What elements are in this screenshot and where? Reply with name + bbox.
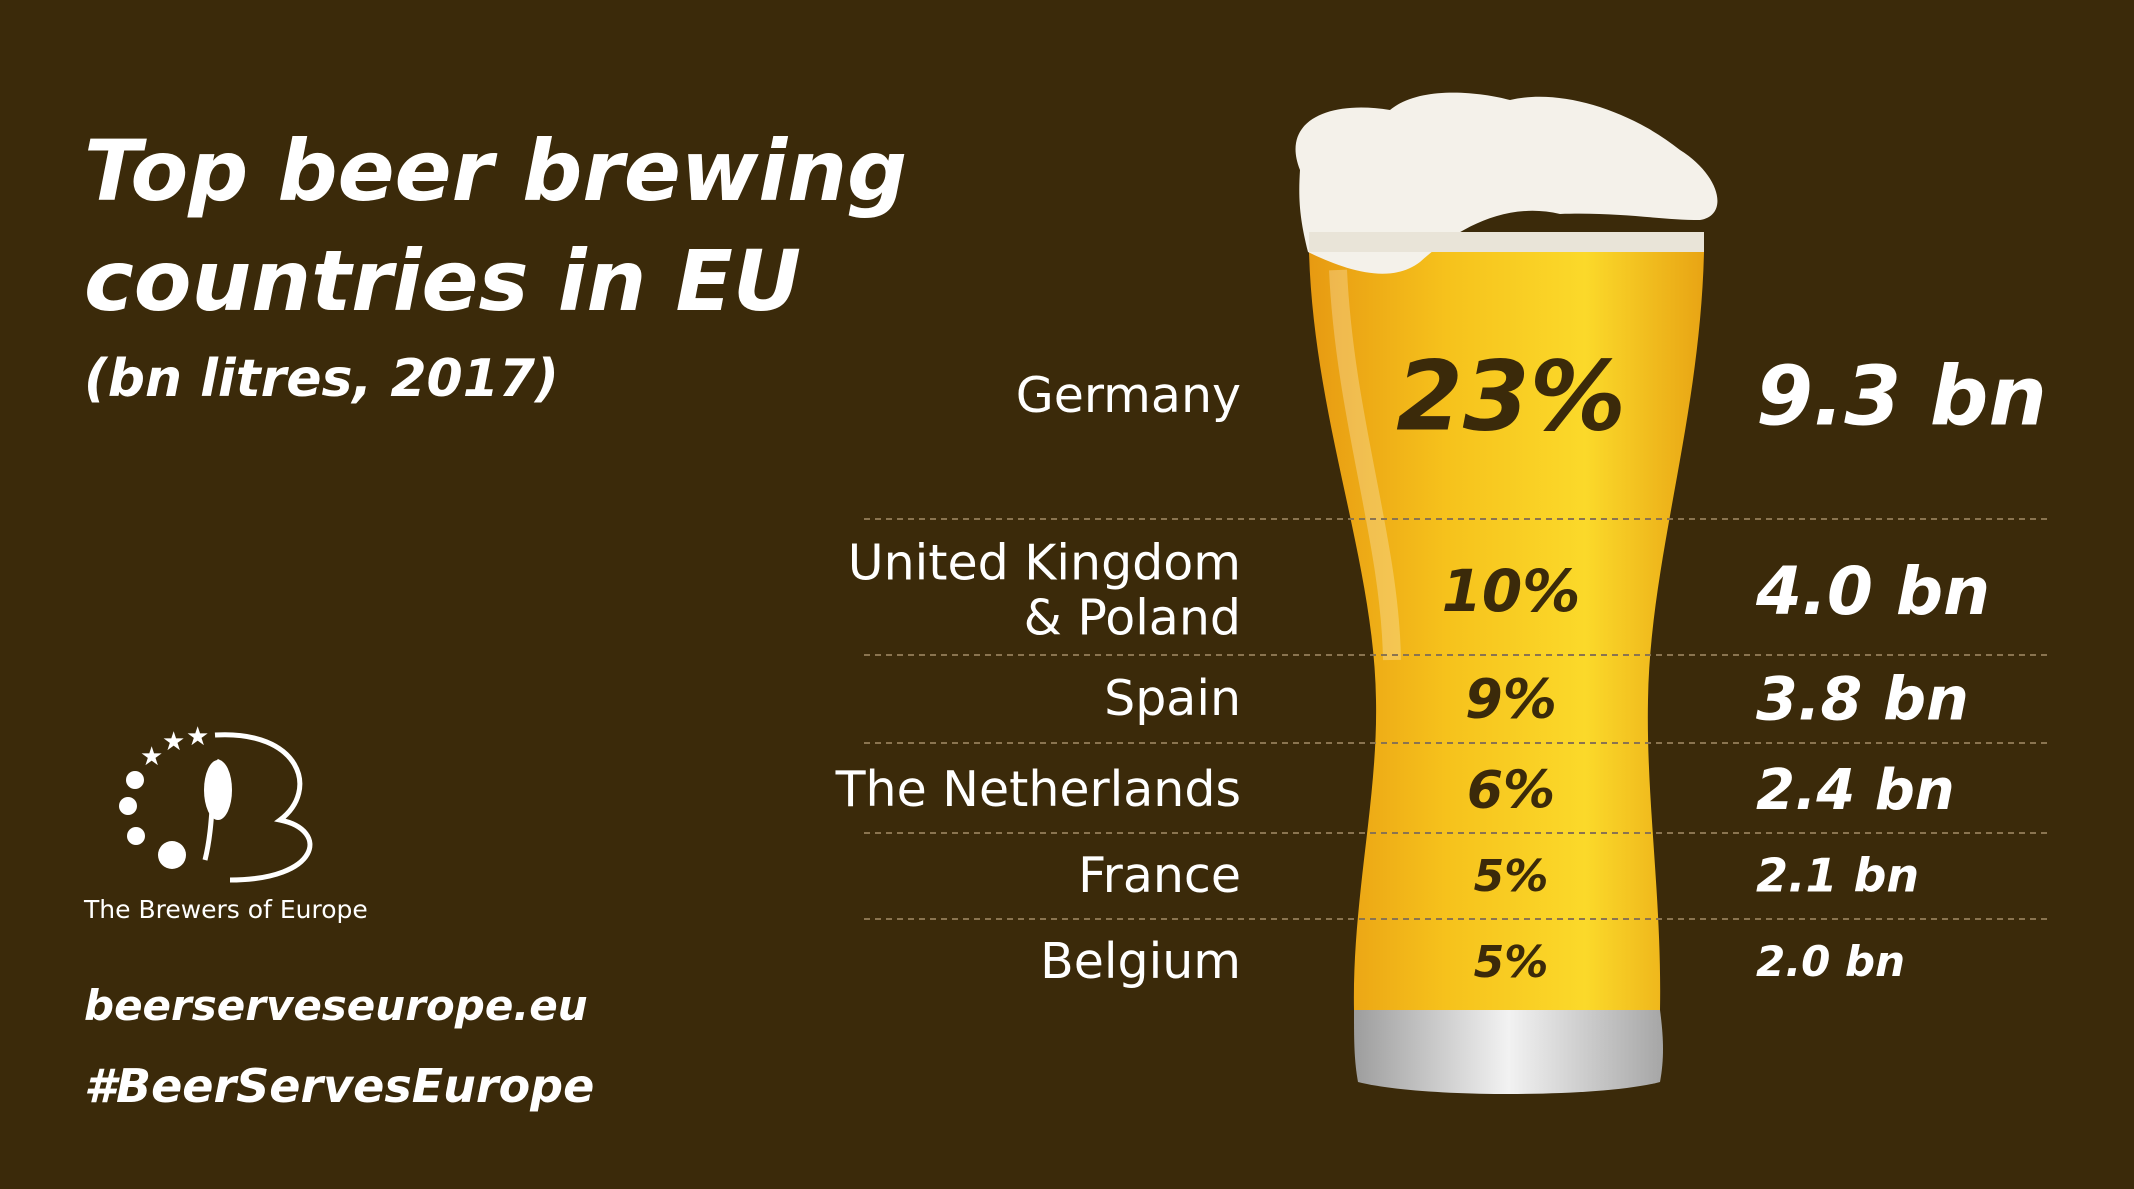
beer-glass bbox=[1295, 92, 1718, 1094]
brewers-logo: ★ ★ ★ bbox=[119, 722, 313, 883]
volume: 3.8 bn bbox=[1756, 665, 1969, 735]
share: 5% bbox=[1474, 937, 1549, 988]
volume: 2.1 bn bbox=[1756, 849, 1919, 903]
title-line: countries in EU bbox=[84, 232, 801, 330]
share: 6% bbox=[1467, 761, 1555, 821]
svg-text:★: ★ bbox=[162, 727, 185, 757]
share: 9% bbox=[1465, 667, 1557, 730]
share: 5% bbox=[1474, 851, 1549, 902]
svg-text:★: ★ bbox=[140, 742, 163, 772]
country-name: Spain bbox=[1104, 670, 1241, 727]
share: 10% bbox=[1442, 557, 1581, 625]
volume: 4.0 bn bbox=[1755, 553, 1990, 630]
website: beerserveseurope.eu bbox=[84, 981, 588, 1030]
country-name: & Poland bbox=[1024, 590, 1241, 647]
volume: 9.3 bn bbox=[1756, 350, 2047, 445]
rows: Germany 23% 9.3 bn United Kingdom& Poland 10… bbox=[835, 341, 2048, 990]
country-name: United Kingdom bbox=[848, 535, 1241, 592]
share: 23% bbox=[1396, 341, 1626, 453]
country-name: Germany bbox=[1016, 367, 1241, 424]
svg-text:★: ★ bbox=[186, 722, 209, 752]
subtitle: (bn litres, 2017) bbox=[84, 349, 559, 409]
hashtag: #BeerServesEurope bbox=[84, 1059, 594, 1113]
logo-caption: The Brewers of Europe bbox=[83, 895, 368, 924]
country-name: Belgium bbox=[1040, 933, 1241, 990]
volume: 2.0 bn bbox=[1756, 937, 1905, 986]
volume: 2.4 bn bbox=[1756, 758, 1955, 823]
country-name: France bbox=[1078, 847, 1241, 904]
country-name: The Netherlands bbox=[835, 761, 1241, 818]
title-line: Top beer brewing bbox=[84, 122, 907, 220]
